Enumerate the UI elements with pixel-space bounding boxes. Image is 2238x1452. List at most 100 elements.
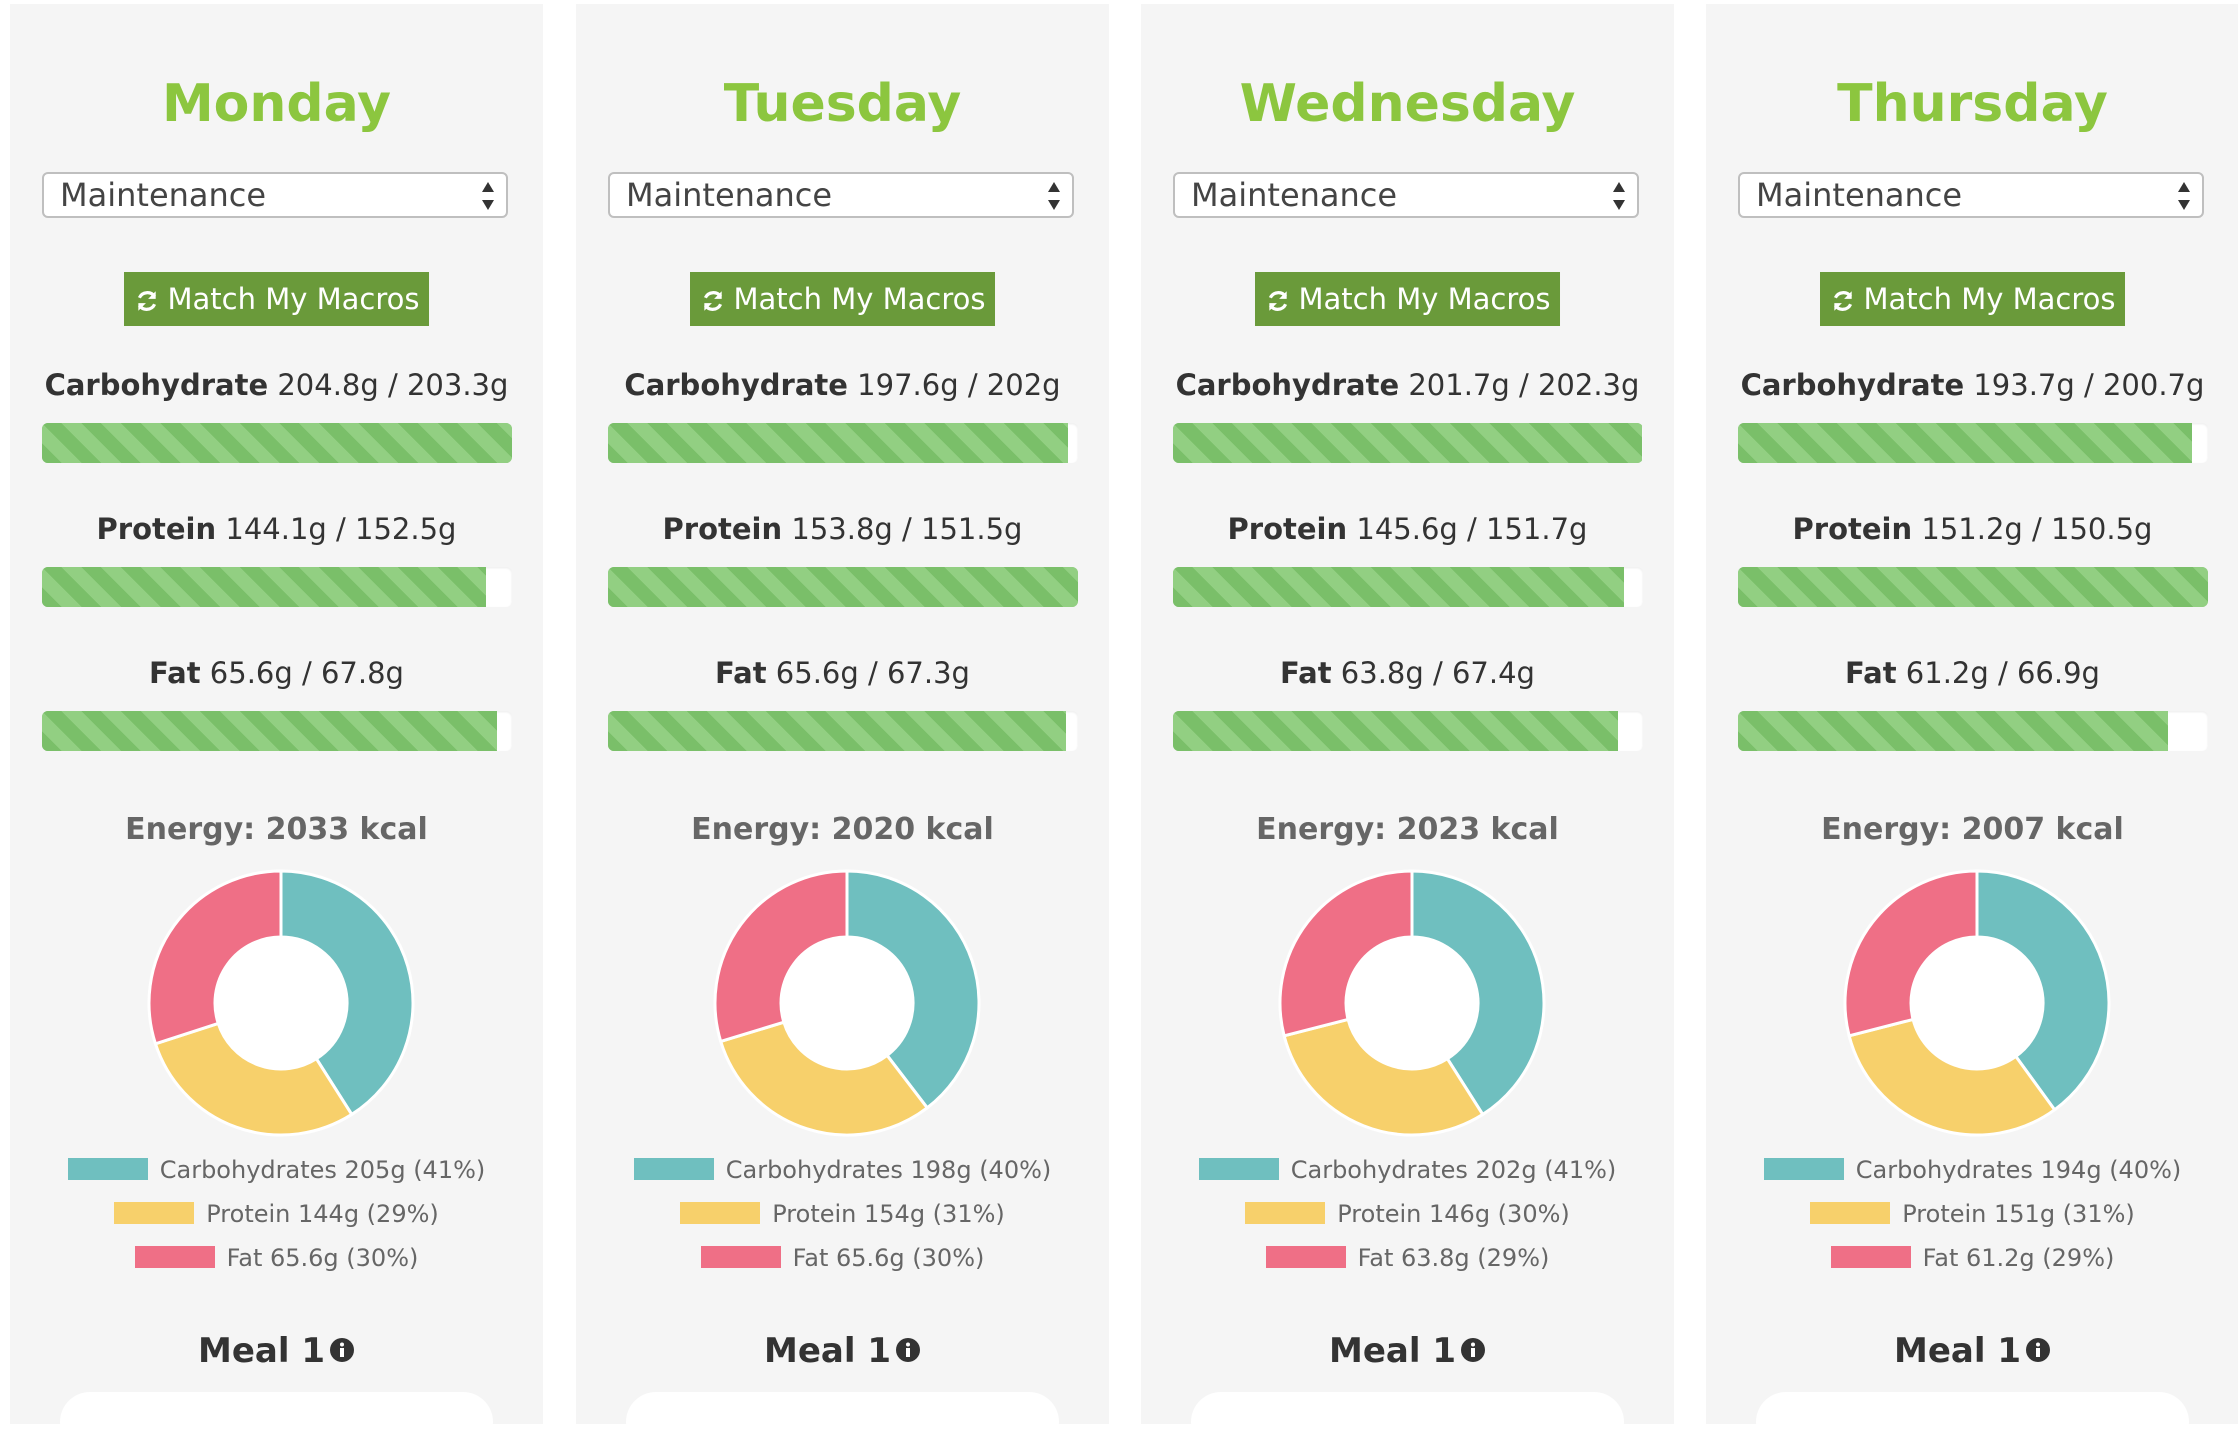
donut-slice-carbohydrates[interactable] [1975,869,2111,1112]
fat-label: Fat 61.2g / 66.9g [1845,656,2100,690]
protein-label: Protein 151.2g / 150.5g [1792,512,2153,546]
day-column-thursday: Thursday Maintenance Match My Macros Car… [1706,4,2238,1452]
energy-total: Energy: 2020 kcal [691,812,994,847]
fat-progress-bar [1173,711,1643,751]
legend-protein: Protein 146g (30%) [1141,1198,1674,1230]
match-my-macros-button[interactable]: Match My Macros [689,272,996,326]
plan-select[interactable]: Maintenance [608,172,1074,218]
protein-progress-bar [608,567,1078,607]
carbohydrate-progress-bar [42,423,512,463]
plan-select-value: Maintenance [60,176,267,214]
plan-select-value: Maintenance [626,176,833,214]
match-my-macros-label: Match My Macros [1863,282,2116,316]
day-title: Thursday [1837,74,2108,134]
match-my-macros-button[interactable]: Match My Macros [1254,272,1561,326]
plan-select-value: Maintenance [1756,176,1963,214]
energy-total: Energy: 2023 kcal [1256,812,1559,847]
refresh-icon [137,291,156,311]
donut-hole [1912,938,2042,1068]
carbohydrate-progress-bar [1738,423,2208,463]
donut-slice-fat[interactable] [147,869,283,1046]
legend-carbohydrates: Carbohydrates 202g (41%) [1141,1154,1674,1186]
info-icon[interactable] [895,1337,921,1363]
match-my-macros-label: Match My Macros [733,282,986,316]
plan-select-value: Maintenance [1191,176,1398,214]
legend-carbohydrates: Carbohydrates 198g (40%) [576,1154,1109,1186]
donut-hole [216,938,346,1068]
meal-card[interactable] [1756,1392,2189,1452]
donut-slice-protein[interactable] [1282,1017,1485,1137]
carbohydrate-label: Carbohydrate 193.7g / 200.7g [1740,368,2205,402]
donut-hole [782,938,912,1068]
energy-total: Energy: 2033 kcal [125,812,428,847]
meal-heading: Meal 1 [1706,1328,2238,1374]
match-my-macros-button[interactable]: Match My Macros [123,272,430,326]
day-column-monday: Monday Maintenance Match My Macros Carbo… [10,4,543,1452]
info-icon[interactable] [329,1337,355,1363]
fat-label: Fat 63.8g / 67.4g [1280,656,1535,690]
info-icon[interactable] [1460,1337,1486,1363]
select-arrows-icon [1048,182,1060,210]
legend-protein: Protein 151g (31%) [1706,1198,2238,1230]
select-arrows-icon [1613,182,1625,210]
fat-label: Fat 65.6g / 67.3g [715,656,970,690]
day-column-tuesday: Tuesday Maintenance Match My Macros Carb… [576,4,1109,1452]
carbohydrate-label: Carbohydrate 204.8g / 203.3g [44,368,509,402]
day-title: Wednesday [1239,74,1576,134]
donut-slice-carbohydrates[interactable] [279,869,415,1117]
protein-label: Protein 153.8g / 151.5g [662,512,1023,546]
donut-slice-fat[interactable] [1278,869,1414,1038]
fat-label: Fat 65.6g / 67.8g [149,656,404,690]
day-title: Tuesday [723,74,962,134]
day-title: Monday [161,74,392,134]
donut-slice-protein[interactable] [718,1020,930,1137]
donut-hole [1347,938,1477,1068]
refresh-icon [1833,291,1852,311]
day-column-wednesday: Wednesday Maintenance Match My Macros Ca… [1141,4,1674,1452]
meal-heading: Meal 1 [576,1328,1109,1374]
macro-donut-chart [1278,869,1546,1137]
energy-total: Energy: 2007 kcal [1821,812,2124,847]
legend-carbohydrates: Carbohydrates 194g (40%) [1706,1154,2238,1186]
refresh-icon [1268,291,1287,311]
legend-fat: Fat 65.6g (30%) [576,1242,1109,1274]
protein-progress-bar [42,567,512,607]
carbohydrate-progress-bar [1173,423,1643,463]
macro-donut-chart [147,869,415,1137]
donut-slice-carbohydrates[interactable] [1410,869,1546,1117]
donut-slice-fat[interactable] [1843,869,1979,1038]
refresh-icon [703,291,722,311]
fat-progress-bar [608,711,1078,751]
legend-protein: Protein 154g (31%) [576,1198,1109,1230]
protein-progress-bar [1738,567,2208,607]
legend-fat: Fat 61.2g (29%) [1706,1242,2238,1274]
carbohydrate-label: Carbohydrate 197.6g / 202g [624,368,1061,402]
donut-slice-fat[interactable] [713,869,849,1044]
protein-label: Protein 144.1g / 152.5g [96,512,457,546]
donut-slice-carbohydrates[interactable] [845,869,981,1110]
meal-heading: Meal 1 [10,1328,543,1374]
meal-card[interactable] [1191,1392,1624,1452]
match-my-macros-label: Match My Macros [1298,282,1551,316]
fat-progress-bar [42,711,512,751]
match-my-macros-label: Match My Macros [167,282,420,316]
legend-carbohydrates: Carbohydrates 205g (41%) [10,1154,543,1186]
plan-select[interactable]: Maintenance [42,172,508,218]
legend-fat: Fat 63.8g (29%) [1141,1242,1674,1274]
donut-slice-protein[interactable] [1847,1017,2057,1137]
fat-progress-bar [1738,711,2208,751]
carbohydrate-label: Carbohydrate 201.7g / 202.3g [1175,368,1640,402]
select-arrows-icon [2178,182,2190,210]
match-my-macros-button[interactable]: Match My Macros [1819,272,2126,326]
plan-select[interactable]: Maintenance [1738,172,2204,218]
donut-slice-protein[interactable] [153,1021,354,1137]
info-icon[interactable] [2025,1337,2051,1363]
plan-select[interactable]: Maintenance [1173,172,1639,218]
carbohydrate-progress-bar [608,423,1078,463]
legend-protein: Protein 144g (29%) [10,1198,543,1230]
meal-card[interactable] [626,1392,1059,1452]
meal-card[interactable] [60,1392,493,1452]
macro-donut-chart [713,869,981,1137]
protein-label: Protein 145.6g / 151.7g [1227,512,1588,546]
protein-progress-bar [1173,567,1643,607]
